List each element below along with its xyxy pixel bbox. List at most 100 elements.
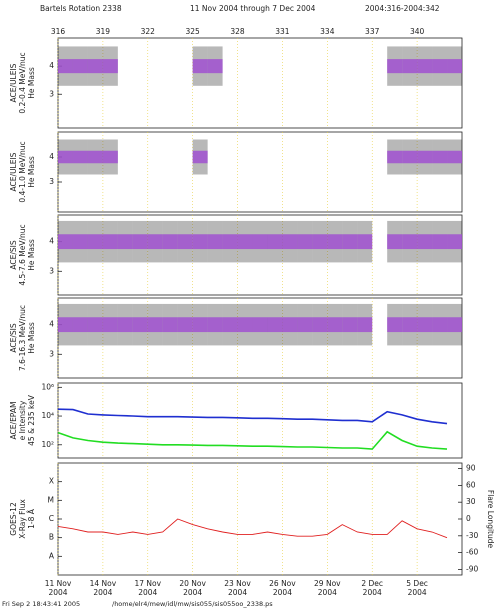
- y-tick-label: 4: [49, 152, 54, 161]
- mass-band: [417, 317, 433, 333]
- mass-band: [237, 234, 253, 250]
- title: Bartels Rotation 2338: [40, 4, 122, 13]
- y-tick-label: C: [49, 514, 54, 523]
- y2-tick-label: -60: [466, 548, 478, 557]
- y2-tick-label: 90: [466, 464, 476, 473]
- y-axis-label: He Mass: [27, 322, 36, 354]
- mass-band: [432, 234, 448, 250]
- mass-band: [177, 317, 193, 333]
- mass-band: [72, 234, 88, 250]
- mass-band: [147, 317, 163, 333]
- mass-band: [252, 234, 268, 250]
- date-tick-label: 2 Dec 2004: [361, 579, 384, 597]
- y-axis-label: 0.4-1.0 MeV/nuc: [18, 141, 27, 202]
- mass-band: [447, 317, 462, 333]
- y-axis-label: X-Ray Flux: [18, 499, 27, 539]
- mass-band: [222, 317, 238, 333]
- y-tick-label: 10⁶: [41, 382, 54, 391]
- y-axis-label: He Mass: [27, 67, 36, 99]
- y-tick-label: M: [48, 495, 54, 504]
- mass-band: [147, 234, 163, 250]
- mass-band: [252, 317, 268, 333]
- mass-band: [282, 234, 298, 250]
- mass-band: [117, 317, 133, 333]
- mass-band: [357, 234, 373, 250]
- y2-tick-label: 60: [466, 480, 476, 489]
- mass-band: [192, 234, 208, 250]
- date-tick-label: 14 Nov 2004: [89, 579, 117, 597]
- y-axis-label: ACE/EPAM: [9, 402, 18, 440]
- mass-band: [132, 317, 148, 333]
- panel-frame: [57, 214, 463, 296]
- mass-band: [192, 59, 208, 74]
- y-tick-label: 4: [49, 320, 54, 329]
- y-axis-label: ACE/SIS: [9, 323, 18, 352]
- y-tick-label: 3: [49, 89, 54, 98]
- top-tick-label: 334: [320, 27, 335, 36]
- mass-band: [192, 150, 208, 164]
- panel-frame: [57, 297, 463, 379]
- mass-band: [402, 59, 418, 74]
- mass-band: [207, 317, 223, 333]
- mass-band: [102, 150, 118, 164]
- mass-band: [387, 234, 403, 250]
- mass-band: [207, 59, 223, 74]
- top-tick-label: 340: [410, 27, 425, 36]
- mass-band: [162, 317, 178, 333]
- mass-band: [402, 317, 418, 333]
- y-axis-label: 4.5-7.6 MeV/nuc: [18, 224, 27, 285]
- mass-band: [117, 234, 133, 250]
- mass-band: [58, 59, 73, 74]
- y-tick-label: A: [49, 551, 55, 560]
- mass-band: [432, 317, 448, 333]
- mass-band: [87, 234, 103, 250]
- date-tick-label: 17 Nov 2004: [134, 579, 162, 597]
- mass-band: [387, 317, 403, 333]
- mass-band: [177, 234, 193, 250]
- date-range: 11 Nov 2004 through 7 Dec 2004: [190, 4, 316, 13]
- y-axis-label: GOES-12: [9, 502, 18, 536]
- mass-band: [417, 150, 433, 164]
- y-axis-label: He Mass: [27, 156, 36, 188]
- mass-band: [417, 234, 433, 250]
- mass-band: [432, 150, 448, 164]
- mass-band: [192, 317, 208, 333]
- series-line: [57, 518, 448, 539]
- mass-band: [132, 234, 148, 250]
- y2-tick-label: -30: [466, 531, 478, 540]
- y-axis-label: 7.6-16.3 MeV/nuc: [18, 305, 27, 371]
- mass-band: [282, 317, 298, 333]
- mass-band: [87, 150, 103, 164]
- mass-band: [342, 317, 358, 333]
- y-tick-label: 3: [49, 177, 54, 186]
- y-axis-label: ACE/SIS: [9, 240, 18, 269]
- mass-band: [72, 150, 88, 164]
- y2-tick-label: -90: [466, 564, 478, 573]
- mass-band: [72, 317, 88, 333]
- mass-band: [432, 59, 448, 74]
- top-tick-label: 331: [275, 27, 290, 36]
- mass-band: [387, 150, 403, 164]
- y2-tick-label: 30: [466, 497, 476, 506]
- mass-band: [357, 317, 373, 333]
- mass-band: [402, 150, 418, 164]
- top-tick-label: 319: [96, 27, 111, 36]
- mass-band: [267, 317, 283, 333]
- mass-band: [72, 59, 88, 74]
- y-tick-label: 4: [49, 237, 54, 246]
- mass-band: [102, 317, 118, 333]
- mass-band: [162, 234, 178, 250]
- mass-band: [312, 234, 328, 250]
- series-line: [57, 408, 448, 425]
- mass-band: [58, 317, 73, 333]
- mass-band: [102, 234, 118, 250]
- panel-frame: [57, 131, 463, 213]
- mass-band: [102, 59, 118, 74]
- y-axis-label: 0.2-0.4 MeV/nuc: [18, 52, 27, 113]
- top-tick-label: 325: [186, 27, 201, 36]
- mass-band: [87, 59, 103, 74]
- y2-axis-label: Flare Longitude: [486, 490, 495, 549]
- series-line: [57, 430, 448, 450]
